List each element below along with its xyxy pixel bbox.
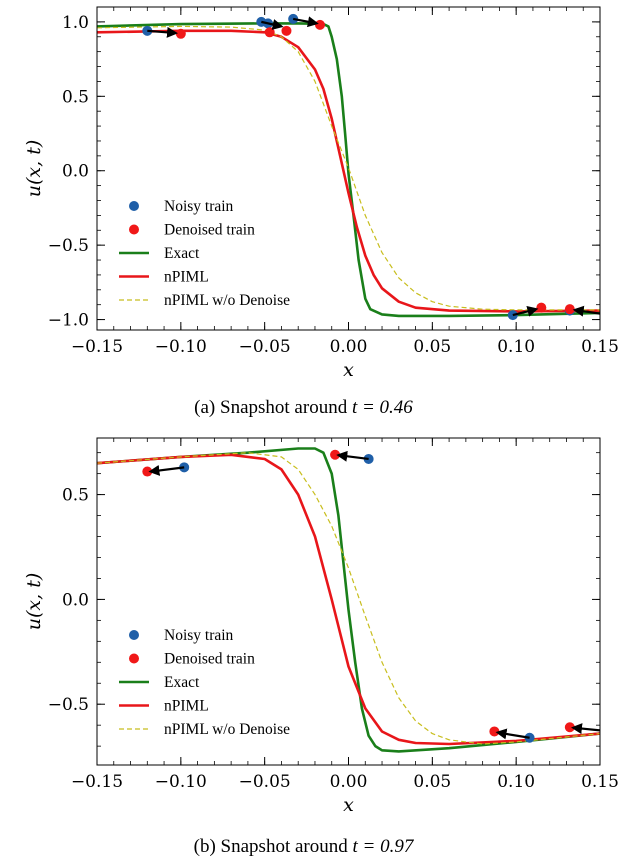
- x-tick-label: −0.10: [155, 337, 207, 357]
- legend-label: Noisy train: [164, 627, 234, 644]
- legend-label: Noisy train: [164, 198, 234, 215]
- y-tick-label: 1.0: [62, 13, 89, 33]
- y-tick-label: −1.0: [48, 311, 89, 331]
- x-tick-label: −0.15: [71, 337, 123, 357]
- x-axis-label: x: [343, 794, 354, 816]
- series-line-npiml-w-o-denoise: [97, 452, 600, 745]
- y-tick-label: 0.0: [62, 162, 89, 182]
- minor-ticks: [96, 438, 601, 765]
- denoise-arrow: [261, 19, 284, 30]
- denoise-arrow: [147, 26, 178, 38]
- plot-frame: [96, 437, 601, 766]
- plot-frame: [96, 6, 601, 331]
- caption-text: (b) Snapshot around: [194, 836, 353, 857]
- denoise-arrow: [292, 16, 319, 28]
- legend-label: Exact: [164, 674, 200, 691]
- denoised-train-point: [264, 27, 275, 38]
- legend: Noisy train Denoised train Exact nPIML nPIML…: [119, 198, 290, 309]
- x-tick-label: 0.00: [330, 337, 368, 357]
- legend-label: Exact: [164, 245, 200, 262]
- noisy-train-point: [363, 453, 374, 464]
- x-tick-label: 0.10: [497, 337, 535, 357]
- denoised-train-point: [564, 304, 575, 315]
- caption-text: (a) Snapshot around: [194, 397, 352, 418]
- legend-label: nPIML: [164, 698, 209, 715]
- chart-panel-b: −0.15 −0.10 −0.05 0.00 0.05 0.10 0.15 −0.5 0.0 0.…: [23, 437, 619, 857]
- denoised-train-point: [489, 726, 500, 737]
- y-axis-label: u(x, t): [23, 573, 45, 631]
- y-axis-label: u(x, t): [23, 140, 45, 198]
- legend-label: Denoised train: [164, 651, 255, 668]
- y-tick-label: 0.0: [62, 590, 89, 610]
- plot-area: [97, 447, 600, 753]
- x-tick-label: 0.05: [413, 772, 451, 792]
- series-line-npiml-w-o-denoise: [97, 25, 600, 311]
- denoised-train-point: [536, 302, 547, 313]
- caption: (a) Snapshot around t = 0.46: [194, 397, 413, 418]
- denoised-train-point: [314, 19, 325, 30]
- x-tick-label: 0.10: [497, 772, 535, 792]
- x-tick-label: −0.05: [239, 337, 291, 357]
- legend-label: Denoised train: [164, 222, 255, 239]
- legend-label: nPIML w/o Denoise: [164, 721, 290, 738]
- denoise-arrow: [570, 723, 600, 735]
- noisy-train-point: [142, 25, 153, 36]
- x-tick-label: 0.15: [581, 337, 619, 357]
- y-tick-label: 0.5: [62, 486, 89, 506]
- x-tick-label: −0.15: [71, 772, 123, 792]
- caption-math: t = 0.97: [352, 836, 414, 857]
- legend-marker-denoised: [129, 653, 139, 664]
- denoised-train-point: [175, 28, 186, 39]
- denoise-arrow: [495, 728, 530, 740]
- y-tick-label: −0.5: [48, 236, 89, 256]
- chart-panel-a: −0.15 −0.10 −0.05 0.00 0.05 0.10 0.15 −1.0 −0.5 0…: [23, 6, 619, 418]
- y-tick-label: −0.5: [48, 695, 89, 715]
- caption: (b) Snapshot around t = 0.97: [194, 836, 415, 857]
- x-axis-label: x: [343, 359, 354, 381]
- plot-area: [97, 13, 600, 321]
- denoise-arrow: [572, 305, 600, 317]
- denoise-arrow: [512, 305, 539, 317]
- x-tick-label: 0.05: [413, 337, 451, 357]
- denoised-train-point: [281, 25, 292, 36]
- denoise-arrow: [148, 464, 185, 476]
- series-line-exact: [97, 447, 600, 753]
- x-tick-label: −0.10: [155, 772, 207, 792]
- legend-label: nPIML w/o Denoise: [164, 292, 290, 309]
- legend: Noisy train Denoised train Exact nPIML nPIML…: [119, 627, 290, 738]
- legend-marker-noisy: [129, 630, 139, 640]
- legend-label: nPIML: [164, 269, 209, 286]
- x-tick-label: 0.15: [581, 772, 619, 792]
- x-tick-label: 0.00: [330, 772, 368, 792]
- series-line-npiml: [97, 453, 600, 746]
- caption-math: t = 0.46: [352, 397, 413, 418]
- series-line-exact: [97, 22, 600, 318]
- denoise-arrow: [336, 450, 369, 462]
- x-tick-label: −0.05: [239, 772, 291, 792]
- y-tick-label: 0.5: [62, 87, 89, 107]
- legend-marker-denoised: [129, 224, 139, 235]
- legend-marker-noisy: [129, 201, 139, 211]
